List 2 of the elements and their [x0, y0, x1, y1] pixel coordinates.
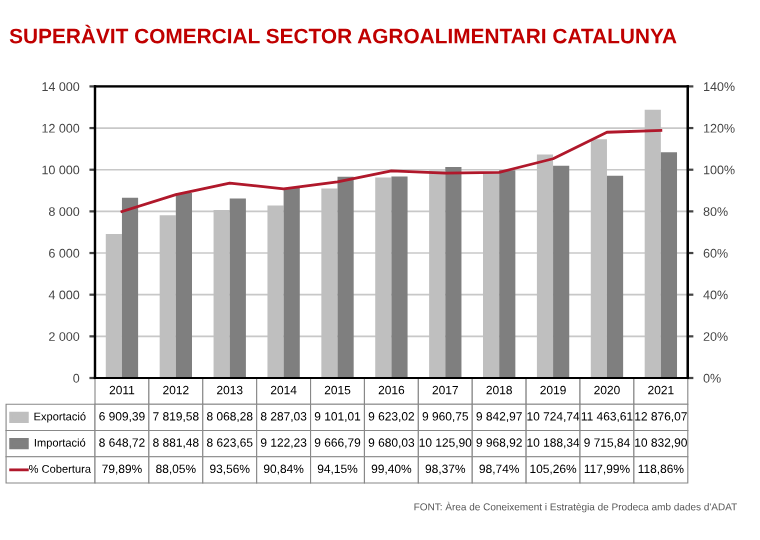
chart-title: SUPERÀVIT COMERCIAL SECTOR AGROALIMENTARI CATALUNYA — [9, 24, 677, 44]
line-series — [120, 129, 663, 213]
